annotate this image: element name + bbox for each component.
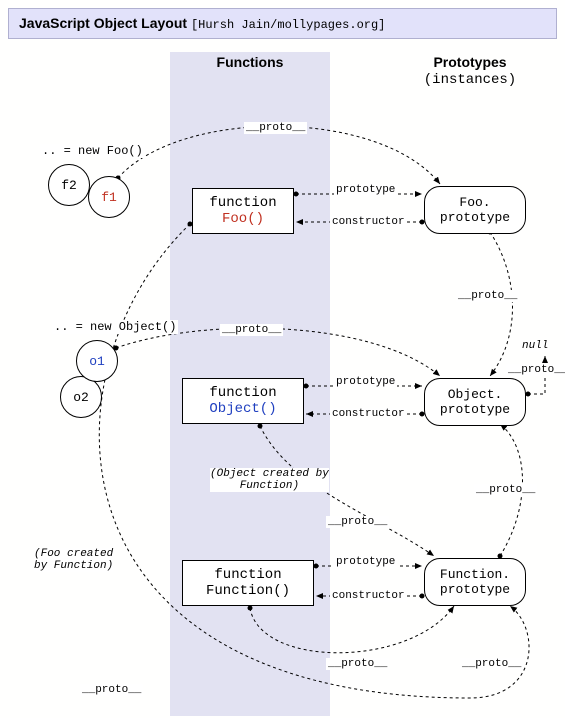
foo-fn-l1: function <box>209 195 276 211</box>
lbl-proto-1: __proto__ <box>244 122 307 134</box>
fn-fn-l2: Function() <box>206 583 290 599</box>
lbl-proto-8: __proto__ <box>460 658 523 670</box>
circle-f1: f1 <box>88 176 130 218</box>
note-object-created: (Object created byFunction) <box>210 468 329 492</box>
lbl-proto-6: __proto__ <box>326 658 389 670</box>
o2-label: o2 <box>73 390 89 405</box>
lbl-prototype-1: prototype <box>334 184 397 196</box>
lbl-proto-5: __proto__ <box>326 516 389 528</box>
f2-label: f2 <box>61 178 77 193</box>
node-function-prototype: Function.prototype <box>424 558 526 606</box>
node-foo-function: function Foo() <box>192 188 294 234</box>
obj-fn-l1: function <box>209 385 276 401</box>
circle-o1: o1 <box>76 340 118 382</box>
note-foo-created: (Foo createdby Function) <box>34 548 113 572</box>
node-object-prototype: Object.prototype <box>424 378 526 426</box>
lbl-constructor-3: constructor <box>330 590 407 602</box>
node-function-function: function Function() <box>182 560 314 606</box>
lbl-constructor-1: constructor <box>330 216 407 228</box>
o1-label: o1 <box>89 354 105 369</box>
fn-fn-l1: function <box>214 567 281 583</box>
lbl-null: null <box>520 340 550 352</box>
node-object-function: function Object() <box>182 378 304 424</box>
lbl-proto-3: __proto__ <box>220 324 283 336</box>
obj-fn-l2: Object() <box>209 401 276 417</box>
label-new-object: .. = new Object() <box>52 320 178 334</box>
lbl-constructor-2: constructor <box>330 408 407 420</box>
foo-fn-l2: Foo() <box>222 211 264 227</box>
circle-o2: o2 <box>60 376 102 418</box>
node-foo-prototype: Foo.prototype <box>424 186 526 234</box>
diagram: function Foo() function Object() functio… <box>0 8 565 718</box>
label-new-foo: .. = new Foo() <box>40 144 145 158</box>
lbl-proto-7: __proto__ <box>80 684 143 696</box>
circle-f2: f2 <box>48 164 90 206</box>
lbl-proto-null: __proto__ <box>506 364 565 376</box>
lbl-proto-4: __proto__ <box>474 484 537 496</box>
lbl-prototype-2: prototype <box>334 376 397 388</box>
lbl-proto-2: __proto__ <box>456 290 519 302</box>
f1-label: f1 <box>101 190 117 205</box>
lbl-prototype-3: prototype <box>334 556 397 568</box>
